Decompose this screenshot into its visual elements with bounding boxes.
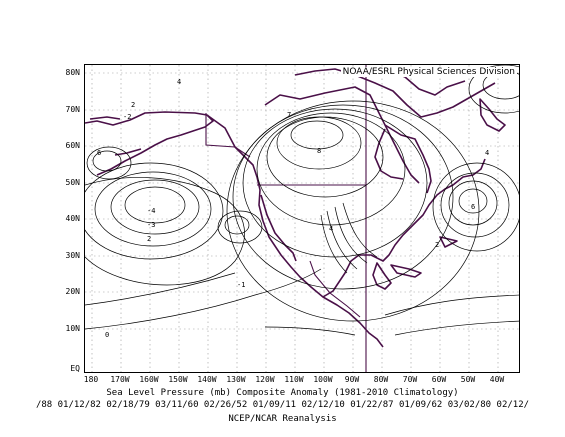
map-plot-area: 4 2 -2 6 8 -4 -3 2 0 -1 4 2 4 6 7 NOAA/E…: [84, 64, 520, 373]
composite-dates: /88 01/12/82 02/18/79 03/11/60 02/26/52 …: [35, 400, 530, 410]
lon-tick-label: 170W: [110, 375, 130, 384]
contour-label: -3: [147, 221, 155, 229]
lon-tick-label: 90W: [344, 375, 360, 384]
lat-tick-label: EQ: [70, 364, 80, 373]
lon-tick-label: 100W: [313, 375, 333, 384]
lon-tick-label: 120W: [255, 375, 275, 384]
lon-tick-label: 150W: [168, 375, 188, 384]
contour-label: -1: [237, 281, 245, 289]
lon-tick-label: 60W: [431, 375, 447, 384]
lat-tick-label: 30N: [65, 251, 80, 260]
lat-tick-label: 50N: [65, 178, 80, 187]
contour-label: 2: [435, 241, 439, 249]
contour-label: 2: [131, 101, 135, 109]
map-title: Sea Level Pressure (mb) Composite Anomal…: [106, 388, 459, 398]
contour-label: 0: [105, 331, 109, 339]
composite-anomaly-map: 4 2 -2 6 8 -4 -3 2 0 -1 4 2 4 6 7: [85, 65, 519, 372]
contour-label: -4: [147, 207, 155, 215]
contour-label: 8: [317, 147, 321, 155]
data-source: NCEP/NCAR Reanalysis: [228, 414, 337, 424]
contour-label: 4: [485, 149, 489, 157]
contour-label: -2: [123, 113, 131, 121]
contour-labels: 4 2 -2 6 8 -4 -3 2 0 -1 4 2 4 6 7: [97, 78, 489, 339]
anomaly-contours: [85, 65, 519, 336]
lon-tick-label: 50W: [460, 375, 476, 384]
lon-tick-label: 110W: [284, 375, 304, 384]
contour-label: 7: [287, 111, 291, 119]
lon-tick-label: 40W: [489, 375, 505, 384]
lon-tick-label: 80W: [373, 375, 389, 384]
contour-label: 6: [471, 203, 475, 211]
lon-tick-label: 130W: [226, 375, 246, 384]
contour-label: 4: [177, 78, 181, 86]
lon-tick-label: 180: [83, 375, 99, 384]
lon-tick-label: 140W: [197, 375, 217, 384]
lon-tick-label: 70W: [402, 375, 418, 384]
contour-label: 4: [329, 225, 333, 233]
contour-label: 6: [97, 149, 101, 157]
credit-label: NOAA/ESRL Physical Sciences Division: [340, 67, 517, 77]
lat-tick-label: 60N: [65, 141, 80, 150]
lat-tick-label: 70N: [65, 105, 80, 114]
contour-label: 2: [147, 235, 151, 243]
lat-tick-label: 80N: [65, 68, 80, 77]
lat-tick-label: 10N: [65, 324, 80, 333]
lon-tick-label: 160W: [139, 375, 159, 384]
lat-tick-label: 20N: [65, 287, 80, 296]
lat-tick-label: 40N: [65, 214, 80, 223]
